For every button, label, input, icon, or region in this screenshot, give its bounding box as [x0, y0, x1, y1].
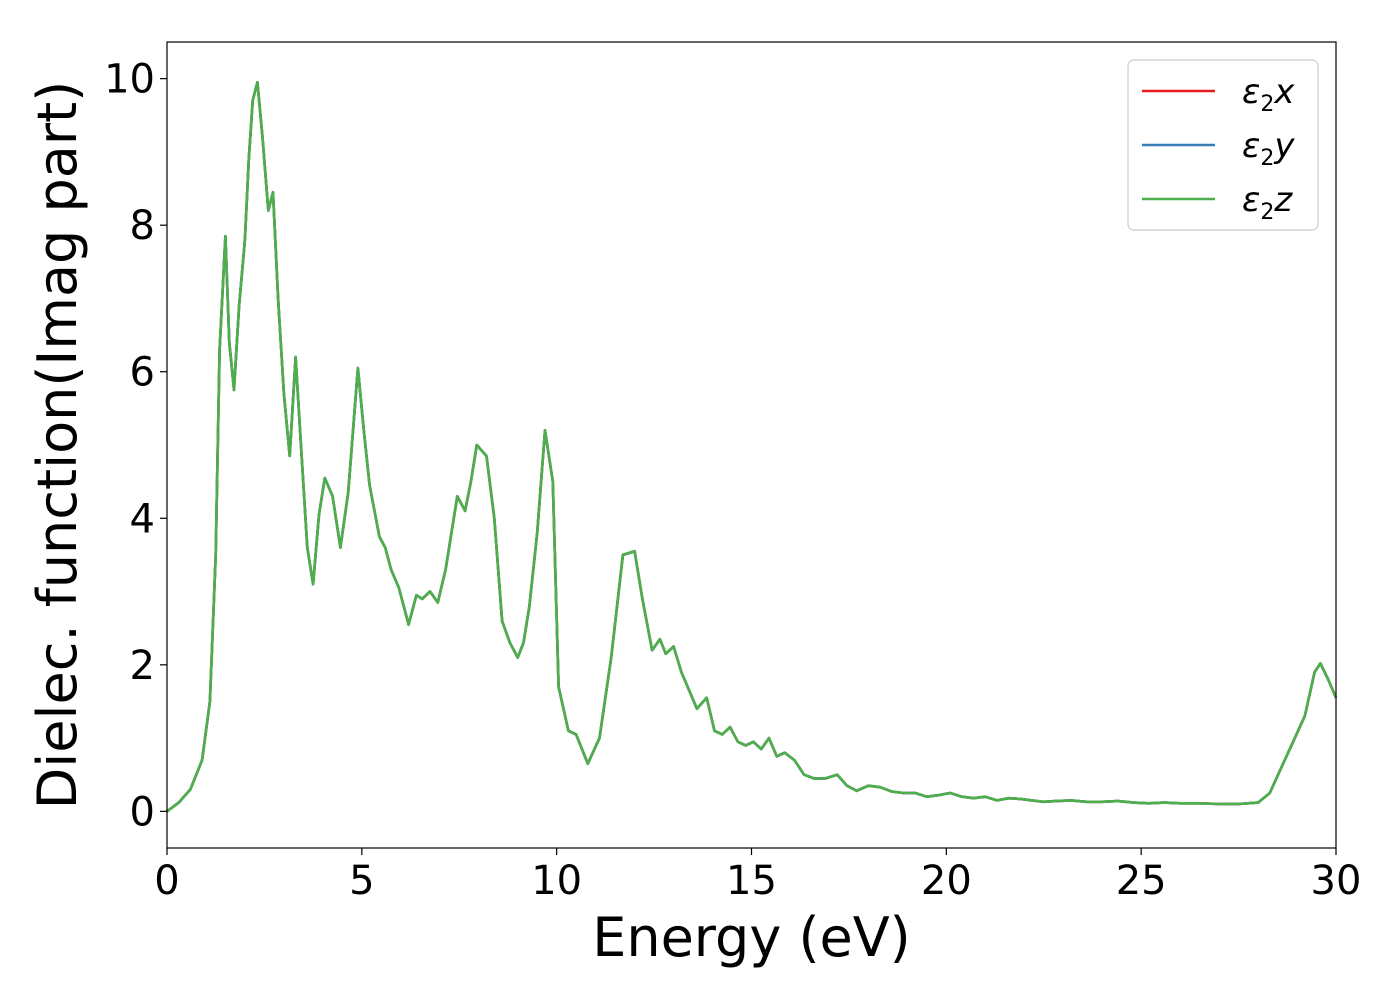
x-tick-label: 10 [531, 858, 582, 904]
x-tick-label: 15 [726, 858, 777, 904]
y-axis-label: Dielec. function(Imag part) [26, 81, 89, 810]
x-axis: 0 5 10 15 20 25 30 [154, 848, 1361, 904]
legend-symbol: ε [1242, 126, 1260, 166]
x-axis-label: Energy (eV) [592, 906, 911, 969]
y-tick-label: 8 [130, 203, 155, 249]
legend-symbol: ε [1242, 72, 1260, 112]
x-tick-label: 20 [921, 858, 972, 904]
legend-subscript: 2 [1260, 200, 1274, 225]
legend-label-x: ε2x [1242, 72, 1295, 117]
y-tick-label: 0 [130, 789, 155, 835]
legend-label-z: ε2z [1242, 180, 1293, 225]
legend-symbol: ε [1242, 180, 1260, 220]
legend-subscript: 2 [1260, 92, 1274, 117]
y-tick-label: 6 [130, 350, 155, 396]
x-tick-label: 30 [1311, 858, 1362, 904]
legend-component: z [1273, 180, 1293, 220]
legend-subscript: 2 [1260, 146, 1274, 171]
legend-label-y: ε2y [1242, 126, 1295, 171]
x-tick-label: 25 [1116, 858, 1167, 904]
legend-box [1127, 59, 1319, 231]
legend-component: y [1273, 126, 1295, 166]
x-tick-label: 0 [154, 858, 179, 904]
y-tick-label: 10 [104, 57, 155, 103]
y-tick-label: 2 [130, 643, 155, 689]
series-layer [166, 81, 1338, 813]
y-axis: 0 2 4 6 8 10 [104, 57, 167, 835]
x-tick-label: 5 [349, 858, 374, 904]
legend-component: x [1273, 72, 1295, 112]
y-tick-label: 4 [130, 496, 155, 542]
series-line-z [166, 81, 1338, 813]
